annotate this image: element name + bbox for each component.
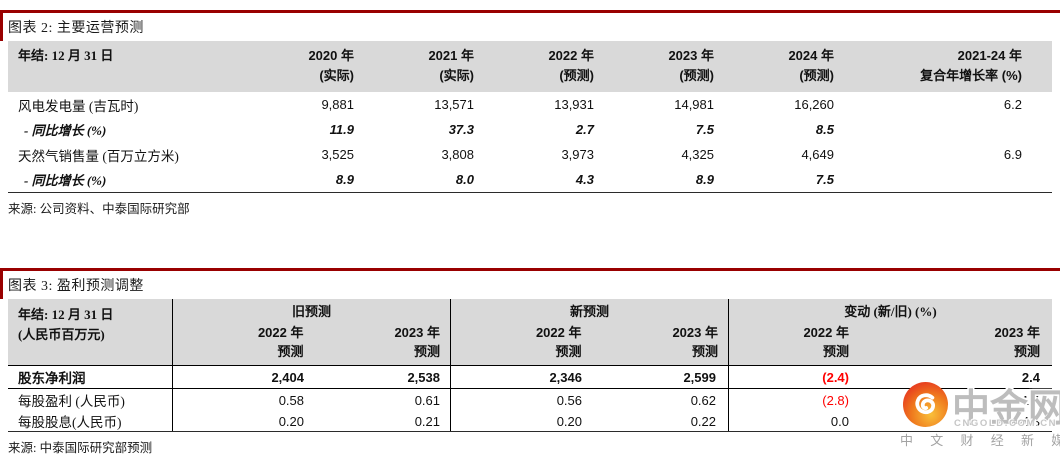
cell: 13,931 [554,97,594,112]
cell: 37.3 [448,122,474,137]
watermark-brand-text: 中金网 [952,388,1060,430]
cell: 6.9 [1003,147,1022,162]
figure2-left-rule [0,10,3,41]
cell: 2,538 [312,366,451,388]
row-label: 每股股息(人民币) [8,411,173,431]
cell: 0.22 [590,411,729,431]
watermark-domain-text: CNGOLD.COM.CN [954,418,1058,429]
row-label: - 同比增长 (%) [24,123,107,138]
cell: 3,525 [321,147,354,162]
cell-negative: (2.4) [822,369,849,385]
cell: 16,260 [794,97,834,112]
cngold-watermark: 中金网 CNGOLD.COM.CN 中 文 财 经 新 媒 体 [886,377,1060,449]
header-subcol: 2023 年 预测 [994,325,1040,359]
header-col-2021: 2021 年 (实际) [428,48,474,83]
cell: 0.62 [590,389,729,411]
table-row-eps: 每股盈利 (人民币) 0.58 0.61 0.56 0.62 (2.8) 1.8 [8,389,1052,411]
figure2-title: 图表 2: 主要运营预测 [8,21,144,36]
header-col-2024: 2024 年 (预测) [788,48,834,83]
cell: 3,973 [561,147,594,162]
cell: 4,325 [681,147,714,162]
row-label: 风电发电量 (吉瓦时) [18,98,139,114]
cell: 11.9 [329,122,354,137]
row-label: - 同比增长 (%) [24,173,107,188]
figure3-title: 图表 3: 盈利预测调整 [8,279,144,294]
table-row-gas-yoy-growth: - 同比增长 (%) 8.9 8.0 4.3 8.9 7.5 [8,167,1052,192]
cell: 0.20 [278,413,304,429]
table-header-row: 年结: 12 月 31 日 2020 年 (实际) 2021 年 (实际) 20… [8,41,1052,92]
row-label: 股东净利润 [8,366,173,388]
cell-negative: (2.8) [822,392,849,408]
cell: 2.7 [575,122,594,137]
figure3-top-rule [0,268,1060,271]
cell: 0.58 [278,392,304,408]
cell: 2,599 [590,366,729,388]
cell: 7.5 [815,172,834,187]
cell: 8.5 [815,122,834,137]
cell: 2,346 [549,369,582,385]
figure3-section: 图表 3: 盈利预测调整 年结: 12 月 31 日 (人民币百万元) 旧预测 … [0,268,1060,456]
table-row-wind-yoy-growth: - 同比增长 (%) 11.9 37.3 2.7 7.5 8.5 [8,117,1052,142]
cell: 4.3 [1021,413,1040,429]
figure2-section: 图表 2: 主要运营预测 年结: 12 月 31 日 2020 年 (实际) 2… [0,10,1060,217]
cell: 8.9 [695,172,714,187]
row-label: 每股盈利 (人民币) [8,389,173,411]
cloud-swirl-icon [903,382,948,427]
header-row-label: 年结: 12 月 31 日 [18,48,114,63]
cell: 13,571 [434,97,474,112]
cell: 7.5 [695,122,714,137]
table-row-net-profit: 股东净利润 2,404 2,538 2,346 2,599 (2.4) 2.4 [8,365,1052,389]
table-row-natural-gas: 天然气销售量 (百万立方米) 3,525 3,808 3,973 4,325 4… [8,142,1052,167]
header-col-2023: 2023 年 (预测) [668,48,714,83]
header-col-cagr: 2021-24 年 复合年增长率 (%) [920,48,1022,83]
cell: 9,881 [321,97,354,112]
cell: 0.56 [556,392,582,408]
header-subcol: 2022 年 预测 [257,325,304,359]
table-header-row: 年结: 12 月 31 日 (人民币百万元) 旧预测 2022 年 预测 202… [8,299,1052,365]
cell: 6.2 [1003,97,1022,112]
figure3-source: 来源: 中泰国际研究部预测 [8,441,153,455]
cell: 2,404 [271,369,304,385]
operations-forecast-table: 年结: 12 月 31 日 2020 年 (实际) 2021 年 (实际) 20… [8,41,1052,193]
cell: 2.4 [1021,369,1040,385]
cell: 0.0 [830,413,849,429]
cell: 0.21 [312,411,451,431]
cell: 3,808 [441,147,474,162]
cell: 0.61 [312,389,451,411]
header-subcol: 2023 年 预测 [672,325,718,359]
cell: 4,649 [801,147,834,162]
cell: 8.9 [335,172,354,187]
figure2-source: 来源: 公司资料、中泰国际研究部 [8,202,190,216]
table-row-dps: 每股股息(人民币) 0.20 0.21 0.20 0.22 0.0 4.3 [8,411,1052,432]
figure2-top-rule [0,10,1060,13]
row-label: 天然气销售量 (百万立方米) [18,148,179,164]
header-col-2022: 2022 年 (预测) [548,48,594,83]
header-group-old-forecast: 旧预测 2022 年 预测 2023 年 预测 [173,299,451,365]
cell: 8.0 [455,172,474,187]
header-row-label: 年结: 12 月 31 日 (人民币百万元) [8,299,173,365]
earnings-revision-table: 年结: 12 月 31 日 (人民币百万元) 旧预测 2022 年 预测 202… [8,299,1052,432]
header-subcol: 2023 年 预测 [394,325,440,359]
header-group-change: 变动 (新/旧) (%) 2022 年 预测 2023 年 预测 [729,299,1052,365]
cell: 0.20 [556,413,582,429]
cell: 4.3 [575,172,594,187]
header-subcol: 2022 年 预测 [535,325,582,359]
cell: 1.8 [1021,392,1040,408]
figure3-left-rule [0,268,3,299]
table-row-wind-power: 风电发电量 (吉瓦时) 9,881 13,571 13,931 14,981 1… [8,92,1052,117]
header-col-2020: 2020 年 (实际) [308,48,354,83]
cell: 14,981 [674,97,714,112]
header-group-new-forecast: 新预测 2022 年 预测 2023 年 预测 [451,299,729,365]
watermark-tagline-text: 中 文 财 经 新 媒 体 [900,433,1060,448]
header-subcol: 2022 年 预测 [803,325,849,359]
